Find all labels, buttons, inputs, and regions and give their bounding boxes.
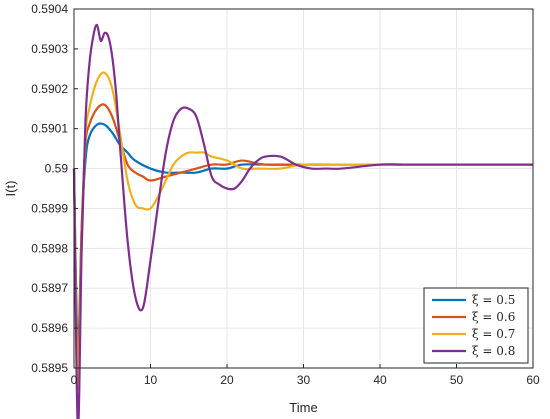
series-group [72, 23, 533, 419]
legend-label-4: ξ = 0.8 [472, 344, 515, 358]
y-axis-label: I(t) [3, 181, 18, 197]
x-tick-label: 60 [526, 373, 540, 387]
axes [73, 8, 534, 369]
y-tick-label: 0.5897 [31, 281, 68, 295]
x-tick-label: 0 [71, 373, 78, 387]
legend: ξ = 0.5 ξ = 0.6 ξ = 0.7 ξ = 0.8 [423, 287, 529, 364]
x-axis-label: Time [289, 400, 317, 415]
y-tick-label: 0.59 [45, 162, 69, 176]
x-tick-label: 20 [220, 373, 234, 387]
y-tick-label: 0.5903 [31, 42, 68, 56]
y-tick-label: 0.5895 [31, 361, 68, 375]
y-tick-label: 0.5898 [31, 241, 68, 255]
x-tick-label: 40 [373, 373, 387, 387]
x-tick-label: 50 [450, 373, 464, 387]
y-tick-label: 0.5904 [31, 2, 68, 16]
x-tick-label: 10 [144, 373, 158, 387]
y-tick-label: 0.5899 [31, 201, 68, 215]
y-tick-label: 0.5902 [31, 82, 68, 96]
tick-labels: 0 10 20 30 40 50 60 0.5895 0.5896 0.5897 0.5898 0.5… [31, 2, 540, 387]
series-line-3 [72, 71, 533, 390]
y-tick-label: 0.5901 [31, 122, 68, 136]
y-tick-label: 0.5896 [31, 321, 68, 335]
legend-label-3: ξ = 0.7 [472, 327, 515, 341]
legend-label-2: ξ = 0.6 [472, 310, 515, 324]
series-line-4 [72, 23, 533, 419]
legend-label-1: ξ = 0.5 [472, 293, 515, 307]
x-tick-label: 30 [297, 373, 311, 387]
